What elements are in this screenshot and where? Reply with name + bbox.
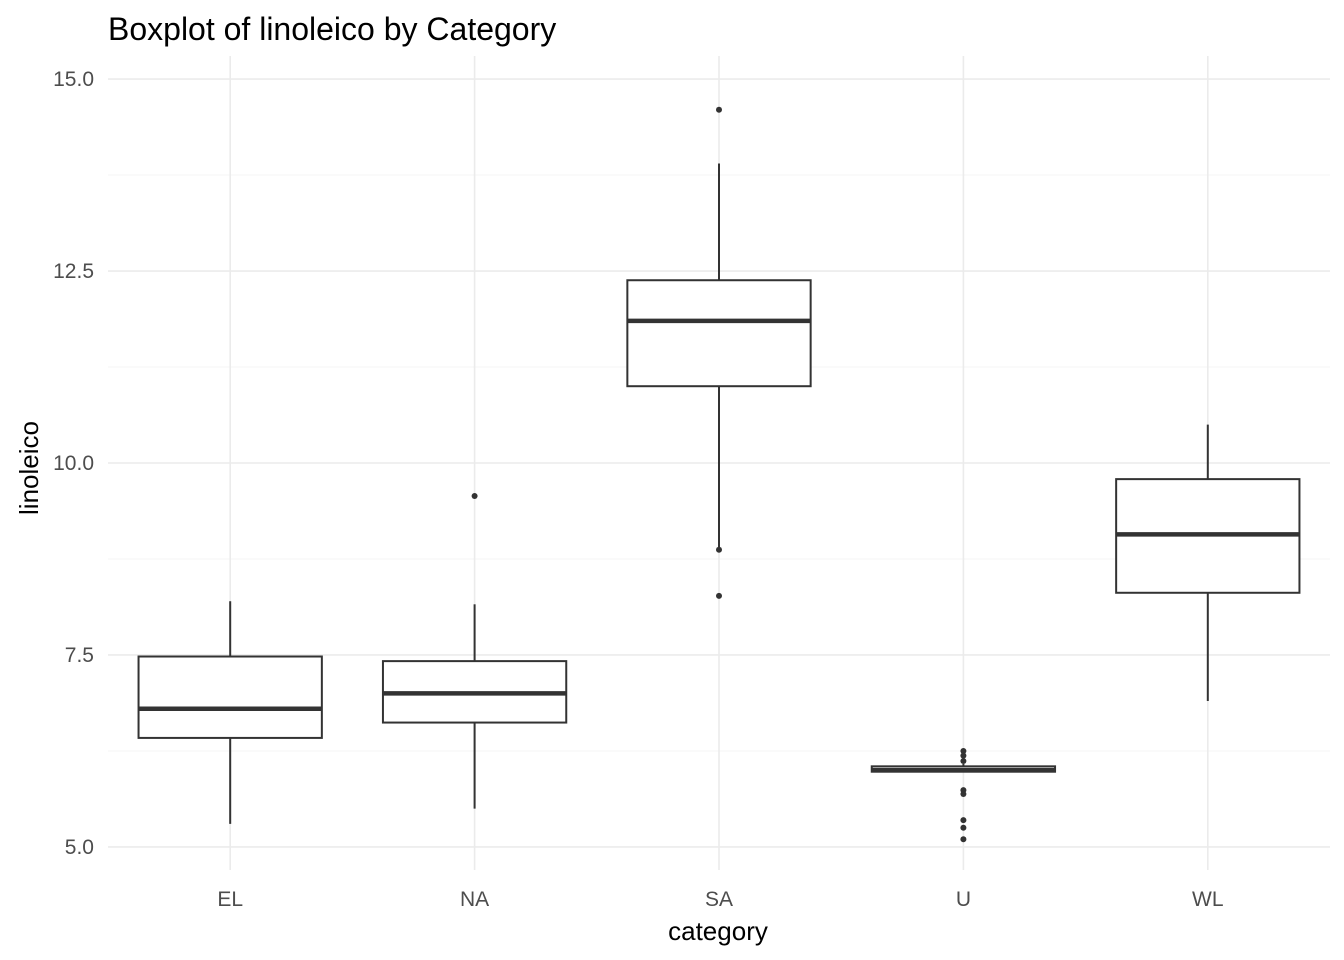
y-tick-label: 7.5 <box>65 644 94 667</box>
x-tick-label: SA <box>705 888 733 911</box>
y-axis-ticks: 5.0 7.5 10.0 12.5 15.0 <box>53 68 94 859</box>
outlier-point <box>960 790 967 797</box>
y-tick-label: 5.0 <box>65 836 94 859</box>
outlier-point <box>960 747 967 754</box>
outlier-point <box>471 493 478 500</box>
x-axis-ticks: EL NA SA U WL <box>217 888 1223 911</box>
outlier-point <box>960 824 967 831</box>
box-WL <box>1115 424 1301 702</box>
outlier-point <box>960 817 967 824</box>
x-axis-title: category <box>668 916 768 946</box>
chart-title: Boxplot of linoleico by Category <box>108 11 556 47</box>
x-tick-label: WL <box>1192 888 1224 911</box>
outlier-point <box>960 836 967 843</box>
outlier-point <box>716 592 722 599</box>
y-tick-label: 12.5 <box>53 260 94 283</box>
y-axis-title: linoleico <box>14 421 44 515</box>
box-SA <box>626 106 812 599</box>
x-tick-label: NA <box>460 888 489 911</box>
x-tick-label: U <box>956 888 971 911</box>
box-EL <box>137 601 323 824</box>
y-tick-label: 15.0 <box>53 68 94 91</box>
box-iqr <box>626 279 812 388</box>
outlier-point <box>716 106 722 113</box>
outlier-point <box>960 752 967 759</box>
outlier-point <box>960 757 967 764</box>
box-iqr <box>137 655 323 739</box>
x-tick-label: EL <box>217 888 243 911</box>
box-U <box>870 747 1057 843</box>
outlier-point <box>716 546 722 553</box>
box-NA <box>381 493 568 809</box>
y-tick-label: 10.0 <box>53 452 94 475</box>
boxes <box>137 106 1301 843</box>
